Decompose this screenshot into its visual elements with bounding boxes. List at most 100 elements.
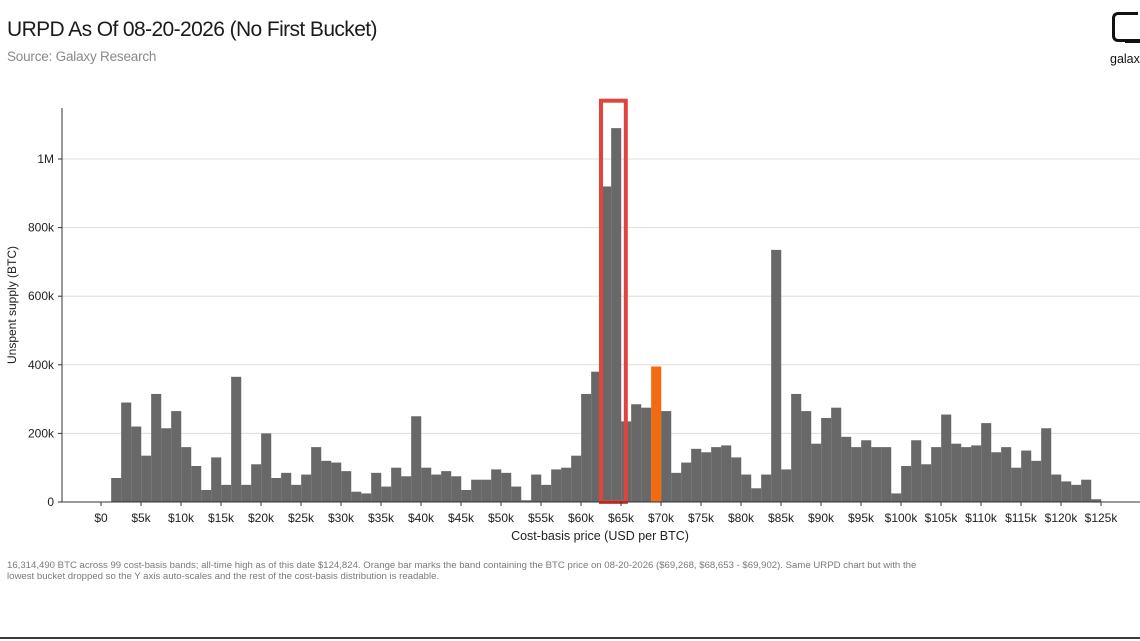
x-tick-label: $70k [648,511,675,525]
bar [601,186,612,502]
bar [181,447,192,502]
x-tick-label: $65k [608,511,635,525]
bar [821,417,832,502]
urpd-bar-chart: 0 200k 400k 600k 800k 1M $0 $5k $10k $15k $20k $25k… [5,98,1140,543]
bar [941,414,952,502]
x-tick-label: $20k [248,511,275,525]
bar [301,474,312,502]
bar [871,447,882,502]
bar [471,479,482,502]
bar [321,460,332,502]
x-tick-label: $15k [208,511,235,525]
bar [271,477,282,502]
bar [711,447,722,502]
bar [251,464,262,502]
bar [541,484,552,502]
bar [951,443,962,502]
bar [971,445,982,502]
bar [211,457,222,502]
bar [121,402,132,502]
x-tick-label: $120k [1045,511,1079,525]
bar [1051,474,1062,502]
bar [521,500,532,502]
bar [381,486,392,502]
bar [491,469,502,502]
x-tick-label: $25k [288,511,315,525]
bar [631,404,642,502]
bar [351,491,362,502]
galaxy-logo: galax [1104,8,1140,70]
chart-source: Source: Galaxy Research [7,49,157,64]
bar [1071,484,1082,502]
x-tick-label: $50k [488,511,515,525]
x-tick-label: $0 [94,511,108,525]
bar [1001,447,1012,502]
bar [501,472,512,502]
x-tick-label: $30k [328,511,355,525]
bar [411,416,422,502]
bar [511,486,522,502]
bar [141,455,152,502]
bar [901,465,912,502]
bar [881,447,892,502]
bar [551,469,562,502]
bar [1031,460,1042,502]
bar [731,457,742,502]
x-tick-label: $100k [885,511,919,525]
bar [891,493,902,502]
bar [261,433,272,502]
bar [421,467,432,502]
bar [771,249,782,502]
bar [191,465,202,502]
bar [161,428,172,502]
bar [341,471,352,502]
bar [131,426,142,502]
y-tick-label: 600k [28,289,55,303]
bar [671,472,682,502]
bar [801,411,812,502]
x-tick-label: $125k [1085,511,1119,525]
x-axis-title: Cost-basis price (USD per BTC) [511,529,689,543]
logo-text: galax [1110,52,1140,66]
bar [231,376,242,502]
bar [611,128,622,502]
x-tick-label: $85k [768,511,795,525]
bar [391,467,402,502]
bar [171,411,182,502]
bar [861,440,872,502]
bar [641,407,652,502]
chart-footnote: 16,314,490 BTC across 99 cost-basis band… [7,560,917,582]
bar [681,462,692,502]
bar [1021,450,1032,502]
bar [371,472,382,502]
bar [571,455,582,502]
bottom-divider [0,637,1140,639]
bar [581,393,592,502]
bar [361,493,372,502]
galaxy-logo-icon [1112,12,1140,43]
bar [741,474,752,502]
y-tick-label: 200k [28,426,55,440]
bar [691,448,702,502]
y-tick-label: 0 [47,495,54,509]
x-tick-label: $5k [131,511,151,525]
bar [851,447,862,502]
x-tick-label: $110k [965,511,998,525]
bar [1011,467,1022,502]
x-tick-label: $80k [728,511,755,525]
bar [981,423,992,502]
bar [201,489,212,502]
bar [281,472,292,502]
bar [781,469,792,502]
bar [961,447,972,502]
bar [151,393,162,502]
y-tick-label: 800k [28,221,55,235]
x-tick-label: $105k [925,511,959,525]
bar [1041,428,1052,502]
bar [721,445,732,502]
bar [461,489,472,502]
bar [531,474,542,502]
bar [311,447,322,502]
bar [991,452,1002,502]
current-price-bar [651,366,662,502]
